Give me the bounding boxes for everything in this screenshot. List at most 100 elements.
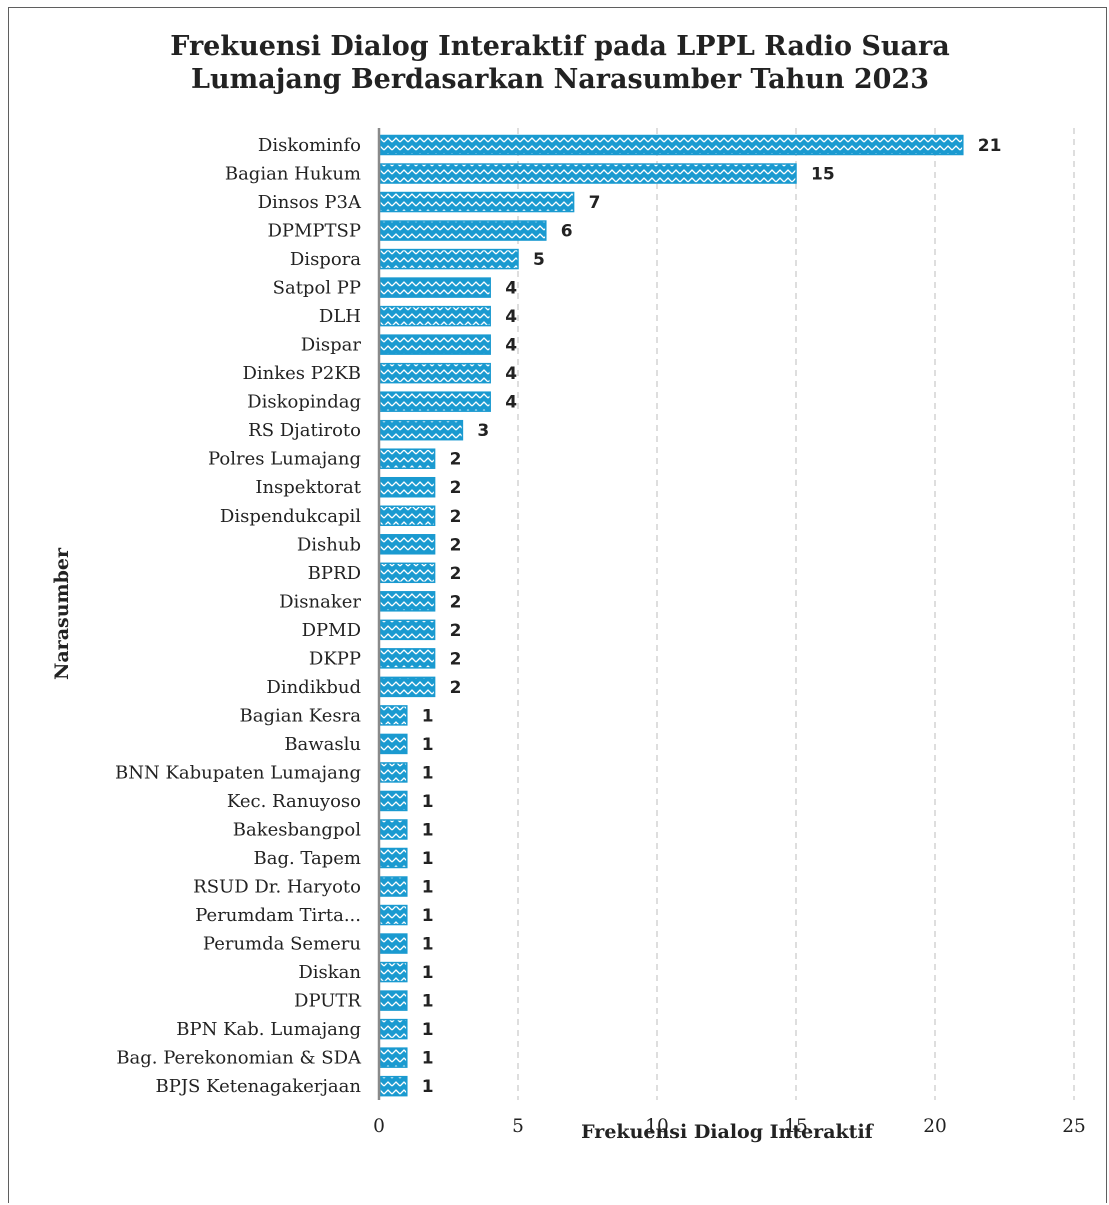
y-category-label: BPRD: [308, 563, 361, 584]
y-category-label: DKPP: [309, 648, 361, 669]
data-label: 1: [422, 1049, 434, 1069]
bar: [379, 362, 491, 384]
data-label: 4: [505, 279, 517, 299]
bar: [379, 163, 797, 184]
chart-title-line-1: Frekuensi Dialog Interaktif pada LPPL Ra…: [170, 31, 950, 62]
bar: [379, 562, 436, 584]
data-label: 7: [589, 193, 601, 213]
y-category-label: Dindikbud: [266, 677, 361, 698]
x-tick-label: 20: [923, 1116, 947, 1137]
bar: [379, 933, 408, 954]
bar: [379, 277, 491, 298]
y-category-label: Disnaker: [279, 591, 361, 612]
bar: [379, 762, 408, 783]
bar: [379, 961, 408, 983]
data-label: 4: [505, 364, 517, 384]
data-label: 4: [505, 336, 517, 356]
data-label: 1: [422, 1020, 434, 1040]
y-category-label: Dishub: [297, 534, 361, 555]
y-category-label: DPUTR: [294, 991, 361, 1012]
y-category-label: Bakesbangpol: [233, 819, 361, 840]
data-label: 2: [450, 478, 462, 498]
chart-title: Frekuensi Dialog Interaktif pada LPPL Ra…: [60, 30, 1060, 96]
data-label: 1: [422, 935, 434, 955]
y-category-label: Dinsos P3A: [258, 192, 362, 213]
y-category-label: BNN Kabupaten Lumajang: [115, 762, 361, 783]
y-category-label: Perumda Semeru: [203, 934, 361, 955]
data-label: 15: [811, 165, 835, 185]
bar: [379, 419, 464, 441]
bars: [379, 134, 964, 1097]
bar: [379, 1075, 408, 1097]
bar: [379, 676, 436, 698]
bar: [379, 619, 436, 641]
bar: [379, 505, 436, 527]
bar: [379, 334, 491, 355]
data-label: 21: [978, 136, 1002, 156]
data-label: 1: [422, 963, 434, 983]
y-category-label: Bag. Perekonomian & SDA: [116, 1048, 362, 1069]
bar: [379, 1018, 408, 1040]
bar: [379, 648, 436, 669]
data-label: 2: [450, 535, 462, 555]
y-axis-title: Narasumber: [51, 547, 73, 680]
y-category-label: RSUD Dr. Haryoto: [193, 877, 361, 898]
y-category-label: BPN Kab. Lumajang: [176, 1019, 361, 1040]
x-tick-label: 10: [645, 1116, 669, 1137]
x-tick-label: 15: [784, 1116, 808, 1137]
bar: [379, 248, 519, 270]
data-label: 5: [533, 250, 545, 270]
y-category-label: Bagian Kesra: [240, 705, 362, 726]
gridlines: [517, 128, 1075, 1100]
data-label: 1: [422, 849, 434, 869]
y-category-label: Bagian Hukum: [225, 164, 361, 185]
data-label: 1: [422, 1077, 434, 1097]
data-label: 2: [450, 649, 462, 669]
data-label: 1: [422, 763, 434, 783]
data-label: 1: [422, 792, 434, 812]
y-category-label: DPMD: [302, 620, 361, 641]
data-label: 2: [450, 450, 462, 470]
bar: [379, 191, 575, 213]
y-category-label: Dispendukcapil: [220, 506, 361, 527]
bar: [379, 591, 436, 612]
y-category-label: Kec. Ranuyoso: [227, 791, 361, 812]
y-category-label: BPJS Ketenagakerjaan: [156, 1076, 362, 1097]
bar: [379, 305, 491, 327]
bar: [379, 476, 436, 498]
data-label: 4: [505, 307, 517, 327]
y-category-label: Dispora: [290, 249, 361, 270]
bar: [379, 847, 408, 869]
data-label: 1: [422, 878, 434, 898]
y-category-label: RS Djatiroto: [248, 420, 361, 441]
data-label: 2: [450, 678, 462, 698]
bar: [379, 733, 408, 755]
y-category-label: Inspektorat: [255, 477, 361, 498]
y-category-label: Perumdam Tirta...: [195, 905, 361, 926]
data-label: 2: [450, 621, 462, 641]
y-category-label: Bag. Tapem: [253, 848, 361, 869]
y-category-label: Diskopindag: [247, 392, 361, 413]
bar: [379, 705, 408, 726]
y-category-label: DPMPTSP: [267, 221, 361, 242]
data-label: 1: [422, 906, 434, 926]
bar: [379, 391, 491, 412]
bar: [379, 134, 964, 156]
bar: [379, 534, 436, 555]
y-category-label: Dinkes P2KB: [242, 363, 361, 384]
bar: [379, 904, 408, 926]
y-category-label: Bawaslu: [284, 734, 361, 755]
x-tick-label: 0: [373, 1116, 385, 1137]
bar: [379, 990, 408, 1011]
x-tick-label: 25: [1062, 1116, 1086, 1137]
data-label: 1: [422, 992, 434, 1012]
bar: [379, 876, 408, 897]
y-category-label: Polres Lumajang: [208, 449, 361, 470]
data-label: 2: [450, 592, 462, 612]
bar: [379, 819, 408, 840]
y-category-label: Satpol PP: [273, 278, 361, 299]
x-tick-label: 5: [512, 1116, 524, 1137]
y-category-label: Diskominfo: [258, 135, 361, 156]
